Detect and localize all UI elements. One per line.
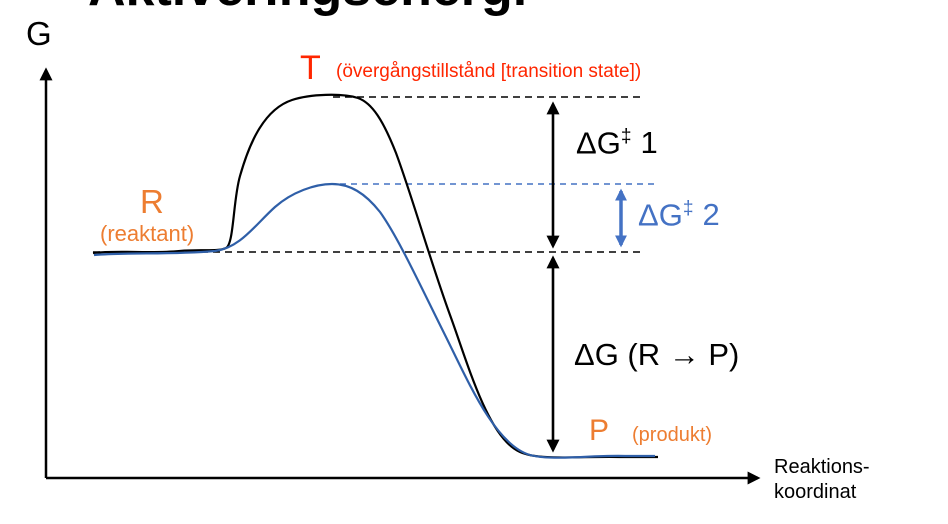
y-axis-label: G [26, 15, 52, 52]
x-axis-label-line1: Reaktions- [774, 456, 870, 478]
reactant-description: (reaktant) [100, 221, 195, 246]
dg1-index: 1 [640, 125, 658, 161]
activation-energy-1-label: ΔG‡ 1 [576, 126, 658, 160]
catalyzed-energy-curve [93, 182, 655, 459]
slide-title: Aktiveringsenergi [88, 0, 527, 17]
reaction-energy-label: ΔG (R → P) [574, 337, 740, 372]
dg2-index: 2 [702, 197, 720, 233]
product-symbol: P [589, 414, 610, 447]
uncatalyzed-energy-curve [92, 93, 658, 459]
transition-state-symbol: T [300, 49, 321, 87]
activation-energy-2-label: ΔG‡ 2 [638, 198, 720, 232]
transition-state-description: (övergångstillstånd [transition state]) [336, 61, 642, 82]
reactant-symbol: R [140, 183, 164, 220]
dg2-base: ΔG [638, 197, 683, 233]
x-axis-label-line2: koordinat [774, 481, 857, 503]
dg1-doubledagger: ‡ [620, 126, 632, 147]
dg2-doubledagger: ‡ [682, 198, 694, 219]
dg1-base: ΔG [576, 125, 621, 161]
product-description: (produkt) [632, 424, 713, 446]
